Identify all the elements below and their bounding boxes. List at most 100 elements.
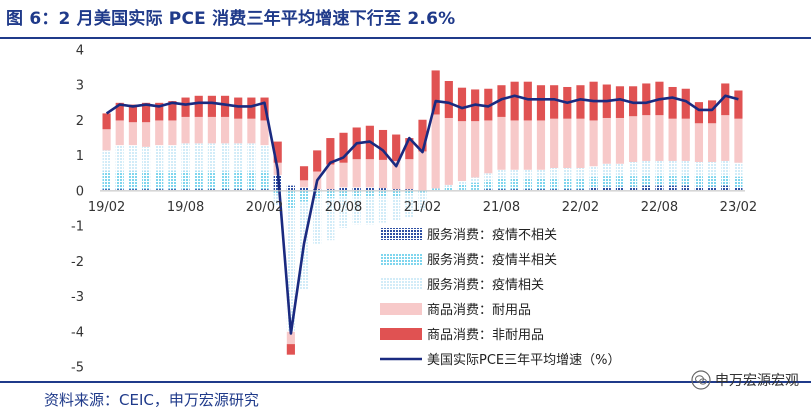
bar-segment-durable (681, 118, 690, 161)
bar-segment-durable (642, 115, 651, 161)
bar-segment-services_related (207, 143, 216, 172)
bar-segment-durable (234, 118, 243, 144)
bar-segment-services_unrelated (734, 187, 743, 191)
bar-segment-services_related (536, 169, 546, 179)
title-rule (0, 37, 811, 39)
bar-segment-durable (194, 116, 203, 144)
bar-segment-services_unrelated (405, 189, 414, 191)
bar-segment-services_semi (115, 171, 124, 190)
bar-segment-nondurable (576, 85, 585, 119)
bar-segment-services_semi (457, 184, 467, 190)
legend-swatch-services_semi (380, 253, 422, 265)
bar-segment-services_unrelated (484, 189, 493, 191)
bar-segment-durable (115, 120, 124, 146)
bar-segment-services_unrelated (668, 185, 677, 191)
bar-segment-durable (602, 117, 611, 164)
bar-segment-services_semi (220, 171, 230, 190)
bar-segment-services_unrelated (457, 189, 467, 191)
bar-segment-nondurable (115, 102, 124, 121)
bar-segment-services_unrelated (615, 186, 625, 191)
bar-segment-services_related (681, 160, 690, 176)
bar-segment-durable (721, 115, 730, 161)
x-tick-label: 20/08 (325, 200, 362, 215)
bar-segment-nondurable (681, 88, 690, 119)
y-tick-label: -2 (71, 255, 84, 270)
bar-segment-durable (615, 117, 625, 164)
bar-segment-services_unrelated (102, 189, 111, 191)
bar-segment-services_related (115, 145, 124, 172)
legend-swatch-services_unrelated (380, 228, 422, 240)
bar-segment-nondurable (194, 95, 203, 117)
bar-segment-durable (550, 118, 559, 168)
bar-segment-services_unrelated (602, 186, 611, 191)
bar-segment-services_unrelated (523, 189, 532, 191)
bar-segment-services_unrelated (392, 189, 401, 191)
bar-segment-services_semi (141, 171, 151, 190)
bar-segment-durable (484, 120, 493, 174)
bar-segment-services_unrelated (313, 189, 322, 191)
bar-segment-durable (207, 116, 216, 144)
bar-segment-nondurable (378, 129, 388, 160)
legend-label: 商品消费：耐用品 (427, 303, 531, 318)
bar-segment-services_unrelated (194, 189, 203, 191)
legend-label: 商品消费：非耐用品 (427, 328, 544, 343)
bar-segment-services_semi (642, 175, 651, 186)
bar-segment-durable (708, 123, 717, 163)
bar-segment-nondurable (497, 85, 506, 117)
bar-segment-services_related (326, 197, 335, 241)
bar-segment-nondurable (313, 150, 322, 172)
bar-segment-nondurable (273, 141, 282, 163)
bar-segment-services_related (668, 160, 677, 176)
bar-segment-services_semi (576, 178, 585, 190)
bar-segment-nondurable (102, 113, 111, 130)
bar-segment-services_unrelated (497, 189, 506, 191)
bar-segment-services_related (694, 162, 704, 177)
bar-segment-services_semi (260, 171, 269, 190)
bar-segment-services_unrelated (694, 186, 704, 191)
bar-segment-services_unrelated (471, 189, 480, 191)
bar-segment-nondurable (405, 138, 414, 160)
bar-segment-services_semi (431, 188, 440, 191)
bar-segment-services_semi (418, 190, 427, 193)
bar-segment-nondurable (168, 101, 177, 121)
bar-segment-nondurable (694, 102, 704, 124)
bar-segment-services_related (234, 143, 243, 172)
bar-segment-services_unrelated (655, 185, 664, 191)
bar-segment-services_related (339, 196, 348, 228)
bar-segment-durable (563, 118, 572, 168)
bar-segment-services_related (273, 194, 282, 205)
bar-segment-services_semi (734, 176, 743, 188)
bar-segment-durable (629, 116, 638, 163)
bar-segment-services_unrelated (352, 187, 361, 191)
bar-segment-services_related (589, 166, 598, 177)
bar-segment-services_semi (181, 171, 190, 190)
bar-segment-durable (326, 164, 335, 190)
bar-segment-services_related (510, 169, 519, 179)
bar-segment-services_unrelated (115, 189, 124, 191)
x-tick-label: 20/02 (246, 200, 283, 215)
bar-segment-services_semi (168, 171, 177, 190)
bar-segment-services_unrelated (629, 186, 638, 191)
bar-segment-nondurable (286, 344, 295, 355)
legend-label: 服务消费：疫情相关 (427, 277, 544, 293)
bar-segment-services_semi (589, 176, 598, 188)
bar-segment-services_related (365, 196, 374, 225)
bar-segment-durable (141, 122, 151, 147)
bar-segment-nondurable (234, 97, 243, 119)
x-tick-label: 19/08 (167, 200, 204, 215)
bar-segment-nondurable (523, 81, 532, 121)
bar-segment-nondurable (484, 88, 493, 121)
x-tick-label: 21/08 (483, 200, 520, 215)
bar-segment-services_unrelated (168, 189, 177, 191)
bar-segment-services_semi (523, 178, 532, 190)
y-tick-label: 2 (76, 114, 84, 129)
chart-title: 图 6：2 月美国实际 PCE 消费三年平均增速下行至 2.6% (6, 9, 456, 29)
bar-segment-services_related (405, 194, 414, 218)
bar-segment-services_related (471, 177, 480, 183)
bar-segment-services_related (708, 162, 717, 177)
bar-segment-services_related (457, 181, 467, 185)
bar-segment-nondurable (510, 81, 519, 121)
pce-chart: -5 -4 -3 -2 -1 0 1 2 3 4 19/02 19/08 20/02 20/08 21/0… (71, 44, 757, 376)
bar-segment-durable (155, 120, 164, 146)
bar-segment-services_semi (550, 178, 559, 190)
